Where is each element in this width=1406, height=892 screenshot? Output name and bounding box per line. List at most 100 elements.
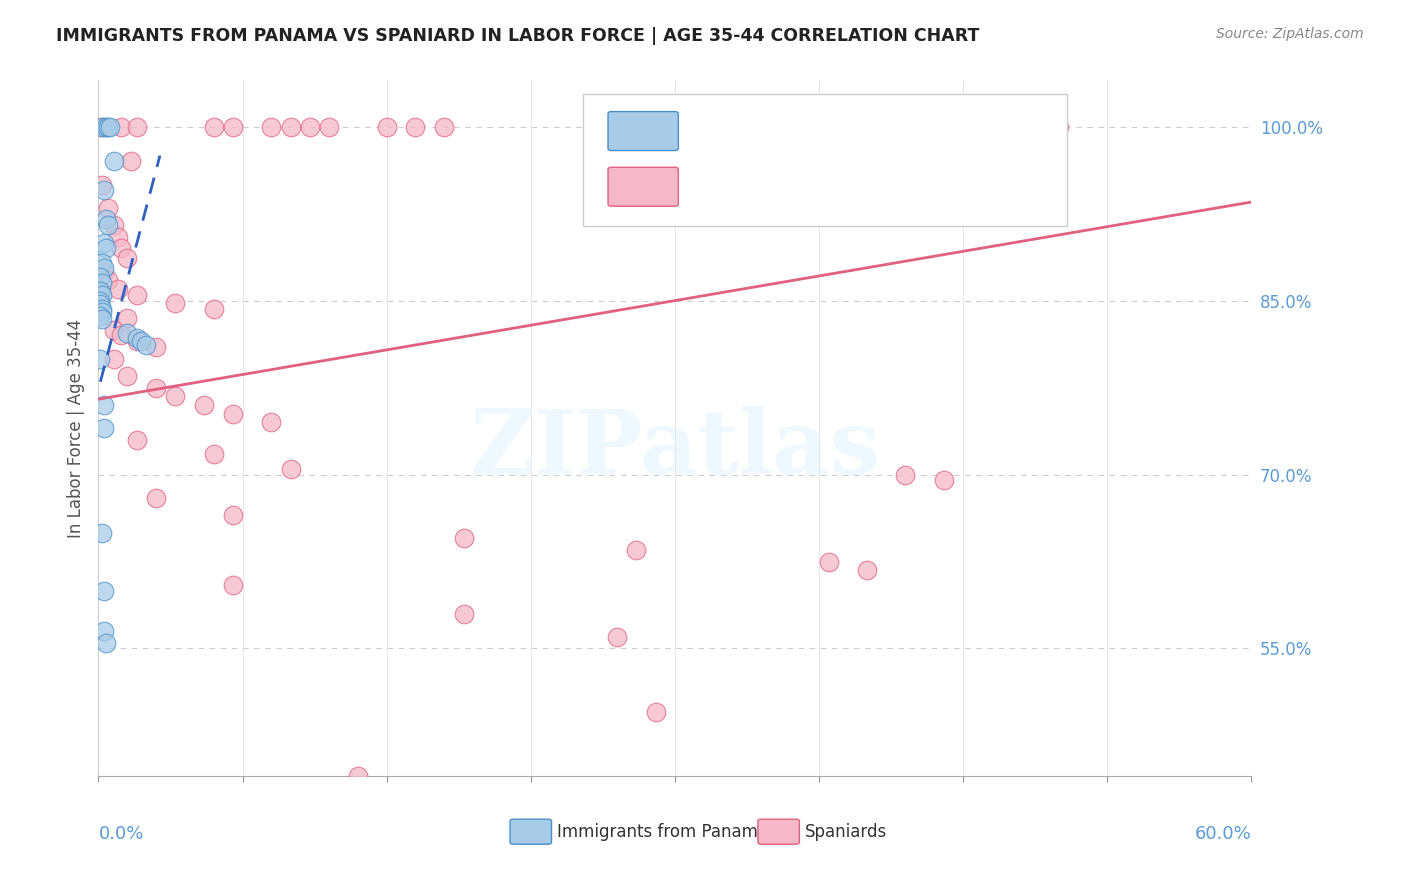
- Point: [98, 120, 121, 134]
- Text: R = 0.213: R = 0.213: [692, 122, 783, 140]
- Point: [145, 491, 167, 505]
- Text: N = 70: N = 70: [831, 178, 898, 195]
- Point: [91, 301, 114, 316]
- Point: [97, 219, 120, 233]
- FancyBboxPatch shape: [582, 95, 1067, 227]
- Y-axis label: In Labor Force | Age 35-44: In Labor Force | Age 35-44: [66, 318, 84, 538]
- Point: [89, 270, 111, 285]
- Point: [817, 554, 839, 569]
- Point: [94, 120, 117, 134]
- Point: [91, 312, 114, 326]
- Point: [97, 120, 120, 134]
- Text: N = 34: N = 34: [831, 122, 898, 140]
- Point: [91, 120, 114, 134]
- Point: [93, 421, 115, 435]
- Point: [375, 120, 398, 134]
- Point: [117, 369, 139, 384]
- Text: 60.0%: 60.0%: [1195, 825, 1251, 843]
- Point: [125, 120, 148, 134]
- Point: [222, 578, 245, 592]
- Point: [405, 120, 427, 134]
- Point: [702, 120, 724, 134]
- Point: [222, 120, 245, 134]
- Point: [145, 340, 167, 354]
- Point: [894, 467, 917, 482]
- Point: [110, 120, 132, 134]
- Point: [298, 120, 321, 134]
- Point: [89, 285, 111, 299]
- Point: [644, 705, 666, 719]
- FancyBboxPatch shape: [510, 819, 551, 844]
- Point: [318, 120, 340, 134]
- Point: [91, 525, 114, 540]
- Point: [145, 380, 167, 394]
- Text: Immigrants from Panama: Immigrants from Panama: [557, 822, 768, 840]
- Point: [93, 264, 115, 278]
- Point: [856, 120, 879, 134]
- Point: [347, 769, 370, 783]
- Point: [91, 256, 114, 270]
- Point: [94, 242, 117, 256]
- Text: Source: ZipAtlas.com: Source: ZipAtlas.com: [1216, 27, 1364, 41]
- Point: [626, 542, 648, 557]
- Point: [125, 331, 148, 345]
- Point: [103, 351, 125, 366]
- Point: [125, 433, 148, 447]
- Point: [165, 296, 187, 310]
- Point: [91, 305, 114, 319]
- Text: R = 0.296: R = 0.296: [692, 178, 783, 195]
- Point: [110, 242, 132, 256]
- Point: [93, 624, 115, 639]
- Text: ZIPatlas: ZIPatlas: [470, 406, 880, 492]
- FancyBboxPatch shape: [607, 112, 678, 151]
- Point: [93, 184, 115, 198]
- Point: [103, 219, 125, 233]
- Point: [125, 287, 148, 301]
- Point: [91, 178, 114, 192]
- Point: [711, 120, 734, 134]
- Point: [89, 309, 111, 323]
- Point: [91, 287, 114, 301]
- Point: [683, 120, 706, 134]
- FancyBboxPatch shape: [607, 168, 678, 206]
- Point: [93, 235, 115, 250]
- Point: [110, 328, 132, 343]
- Point: [89, 351, 111, 366]
- Point: [107, 230, 129, 244]
- Point: [91, 277, 114, 291]
- Point: [202, 301, 225, 316]
- Point: [202, 447, 225, 461]
- Text: 0.0%: 0.0%: [98, 825, 143, 843]
- Point: [91, 120, 114, 134]
- Point: [117, 311, 139, 326]
- Point: [165, 389, 187, 403]
- Point: [125, 334, 148, 349]
- Point: [94, 212, 117, 227]
- Point: [202, 120, 225, 134]
- Point: [453, 531, 475, 545]
- Point: [93, 261, 115, 276]
- Point: [93, 583, 115, 598]
- Point: [93, 398, 115, 412]
- Point: [117, 326, 139, 340]
- Point: [97, 273, 120, 287]
- Point: [103, 323, 125, 337]
- Point: [260, 120, 283, 134]
- Point: [837, 120, 859, 134]
- Point: [606, 630, 628, 644]
- Point: [932, 473, 955, 487]
- Point: [1047, 120, 1070, 134]
- Point: [107, 282, 129, 296]
- Point: [280, 120, 302, 134]
- Point: [120, 154, 142, 169]
- Point: [453, 607, 475, 621]
- Point: [914, 120, 936, 134]
- Point: [89, 297, 111, 311]
- Point: [94, 635, 117, 649]
- Point: [129, 334, 152, 349]
- Point: [280, 462, 302, 476]
- Point: [89, 293, 111, 308]
- Text: IMMIGRANTS FROM PANAMA VS SPANIARD IN LABOR FORCE | AGE 35-44 CORRELATION CHART: IMMIGRANTS FROM PANAMA VS SPANIARD IN LA…: [56, 27, 980, 45]
- Point: [117, 251, 139, 265]
- Point: [222, 407, 245, 421]
